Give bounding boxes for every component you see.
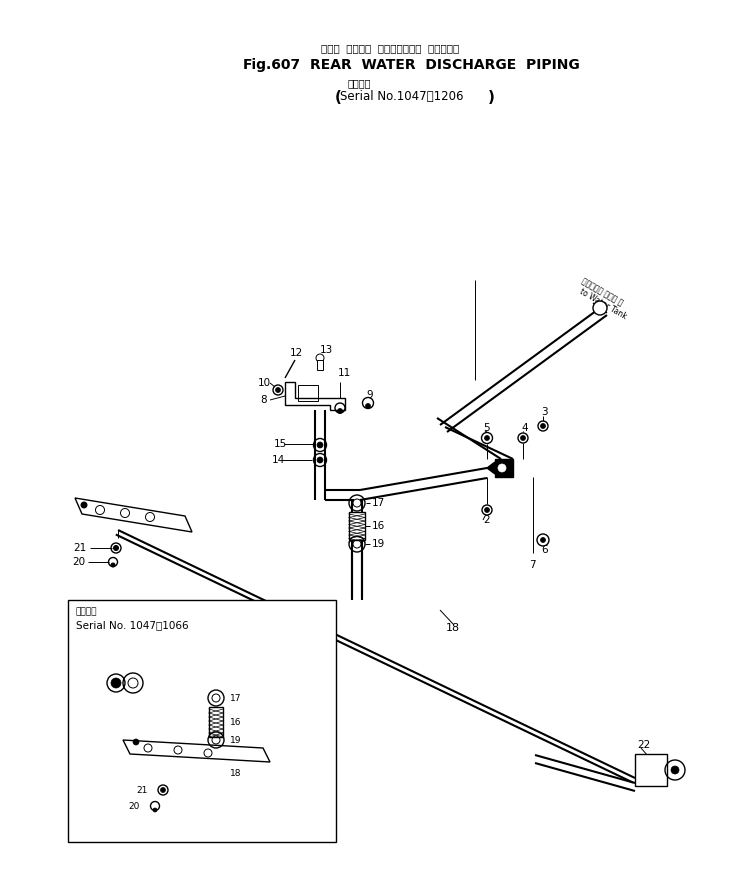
Text: 3: 3 (541, 407, 548, 417)
Text: 2: 2 (483, 515, 490, 525)
Text: 17: 17 (230, 693, 242, 703)
Circle shape (153, 808, 157, 812)
Circle shape (593, 301, 607, 315)
Text: 8: 8 (260, 395, 267, 405)
Text: Serial No.1047～1206: Serial No.1047～1206 (340, 91, 464, 104)
Text: REAR  WATER  DISCHARGE  PIPING: REAR WATER DISCHARGE PIPING (310, 58, 579, 72)
Text: 22: 22 (637, 740, 651, 750)
Circle shape (276, 388, 281, 393)
Text: ウォーター タンク へ: ウォーター タンク へ (580, 276, 625, 307)
Bar (349, 512, 365, 540)
Text: 適用号機: 適用号機 (348, 78, 371, 88)
Circle shape (317, 442, 323, 448)
Circle shape (317, 457, 323, 463)
Circle shape (81, 502, 87, 508)
Text: (: ( (335, 90, 342, 105)
Text: 6: 6 (541, 545, 548, 555)
Text: 9: 9 (366, 390, 373, 400)
Circle shape (337, 408, 342, 414)
Text: 13: 13 (320, 345, 333, 355)
Circle shape (365, 403, 370, 408)
Polygon shape (487, 462, 495, 474)
Circle shape (485, 508, 490, 512)
Text: 14: 14 (272, 455, 285, 465)
Text: 21: 21 (73, 543, 86, 553)
Text: 11: 11 (338, 368, 351, 378)
Text: 18: 18 (230, 768, 242, 778)
Text: 19: 19 (230, 735, 242, 745)
Text: 5: 5 (483, 423, 490, 433)
Text: Serial No. 1047～1066: Serial No. 1047～1066 (76, 620, 189, 630)
Bar (68, 600, 336, 842)
Text: リヤー  ウォータ  ディスチャージ  パイピング: リヤー ウォータ ディスチャージ パイピング (321, 43, 459, 53)
Circle shape (498, 464, 506, 472)
Text: 17: 17 (372, 498, 385, 508)
Bar (317, 360, 323, 370)
Text: 16: 16 (230, 718, 242, 726)
Text: 19: 19 (372, 539, 385, 549)
Text: 20: 20 (128, 801, 139, 811)
Circle shape (520, 436, 525, 441)
Circle shape (133, 739, 139, 745)
Bar (635, 754, 667, 786)
Bar (209, 707, 223, 737)
Circle shape (671, 766, 679, 774)
Text: 4: 4 (521, 423, 528, 433)
Text: Fig.607: Fig.607 (243, 58, 301, 72)
Text: 15: 15 (274, 439, 288, 449)
Polygon shape (123, 740, 270, 762)
Text: 18: 18 (446, 623, 460, 633)
Text: 7: 7 (529, 560, 536, 570)
Text: ): ) (488, 90, 495, 105)
Text: 12: 12 (290, 348, 303, 358)
Text: 適用号機: 適用号機 (76, 607, 98, 617)
Circle shape (540, 423, 545, 429)
Text: 10: 10 (258, 378, 271, 388)
Text: 16: 16 (372, 521, 385, 531)
Circle shape (540, 537, 545, 543)
Text: to Water Tank: to Water Tank (578, 287, 628, 321)
Circle shape (111, 678, 121, 688)
Text: 20: 20 (72, 557, 85, 567)
Polygon shape (75, 498, 192, 532)
Circle shape (113, 545, 119, 550)
Circle shape (161, 787, 165, 793)
Polygon shape (495, 459, 513, 477)
Text: 21: 21 (136, 786, 147, 794)
Polygon shape (285, 382, 345, 410)
Circle shape (485, 436, 490, 441)
Circle shape (111, 563, 115, 567)
Bar (298, 385, 318, 401)
